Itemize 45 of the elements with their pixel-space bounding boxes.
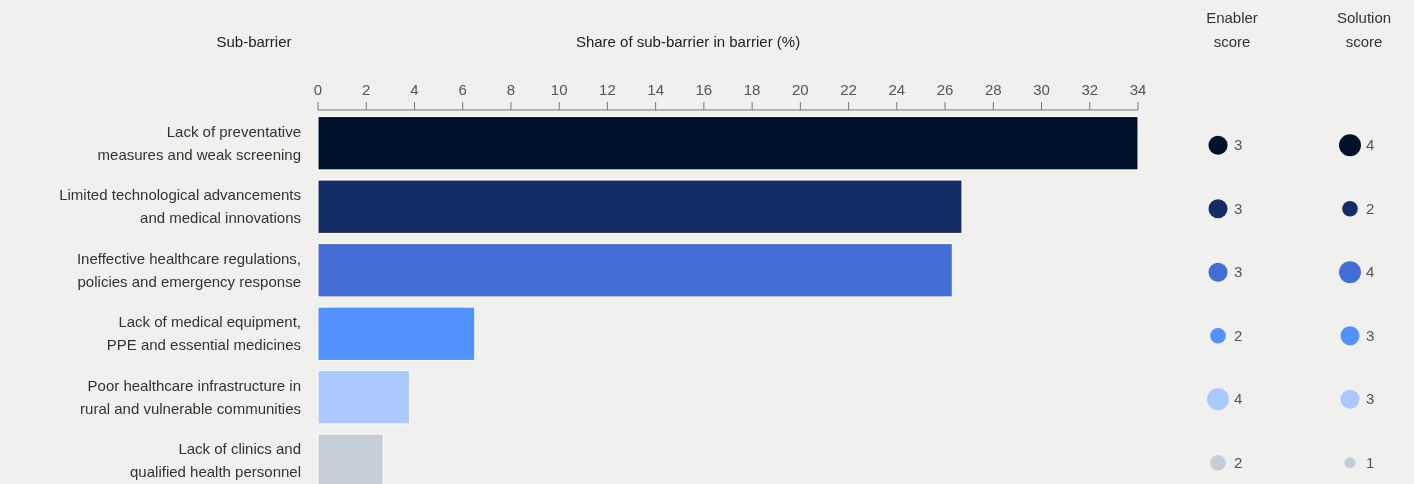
data-label: 3: [1234, 136, 1243, 154]
y-tick-label: Ineffective healthcare regulations, policies and emergency response: [76, 249, 301, 290]
x-tick-label: 26: [936, 81, 954, 98]
data-label: 3: [1234, 263, 1243, 281]
x-tick-label: 14: [647, 81, 664, 98]
x-tick-label: 22: [840, 81, 857, 98]
x-tick-label: 6: [458, 81, 467, 98]
bar: [317, 370, 411, 425]
data-label: 4: [1366, 263, 1375, 281]
x-tick-label: 20: [792, 81, 809, 98]
y-tick-label: Poor healthcare infrastructure in rural and vulnerable communities: [80, 376, 301, 417]
y-tick-label: Lack of clinics and qualified health personnel: [130, 440, 301, 481]
x-tick-label: 16: [695, 81, 713, 98]
x-tick-label: 12: [599, 81, 616, 98]
x-axis-title: Share of sub-barrier in barrier (%): [575, 33, 801, 50]
data-label: 3: [1234, 199, 1243, 217]
data-label: 1: [1366, 453, 1375, 471]
text: Enabler score: [1206, 9, 1258, 50]
x-tick-label: 8: [506, 81, 516, 98]
data-label: 2: [1366, 199, 1375, 217]
x-tick-label: 0: [313, 81, 323, 98]
x-tick-label: 34: [1129, 81, 1147, 98]
bar: [317, 243, 953, 298]
x-tick-label: 10: [550, 81, 568, 98]
y-axis-title: Sub-barrier: [216, 33, 292, 50]
bar: [317, 116, 1139, 171]
data-label: 2: [1234, 453, 1243, 471]
data-label: 3: [1366, 390, 1375, 408]
data-label: 4: [1366, 136, 1375, 154]
text: Solution score: [1336, 9, 1392, 50]
x-tick-label: 30: [1033, 81, 1050, 98]
data-label: 3: [1366, 326, 1375, 344]
y-tick-label: Lack of medical equipment, PPE and essential medicines: [106, 313, 301, 354]
x-tick-label: 18: [743, 81, 761, 98]
bar: [317, 306, 476, 361]
y-tick-label: Limited technological advancements and medical innovations: [59, 186, 301, 227]
x-tick-label: 24: [888, 81, 906, 98]
bar: [317, 179, 963, 234]
x-tick-label: 2: [362, 81, 371, 98]
x-tick-label: 4: [410, 81, 419, 98]
data-label: 4: [1234, 390, 1243, 408]
x-tick-label: 32: [1081, 81, 1099, 98]
data-label: 2: [1234, 326, 1243, 344]
y-tick-label: Lack of preventative measures and weak screening: [97, 122, 301, 163]
x-tick-label: 28: [984, 81, 1002, 98]
